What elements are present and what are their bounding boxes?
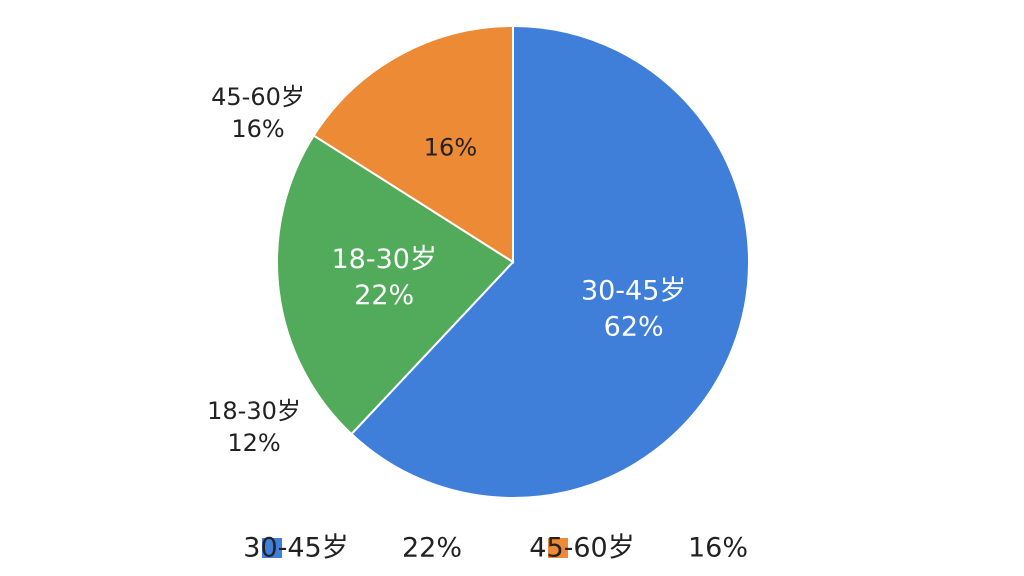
legend-text: 16% xyxy=(688,533,748,564)
annotation-name: 45-60岁 xyxy=(211,83,305,111)
pie-slice xyxy=(350,24,750,499)
legend-name: 45-60岁 xyxy=(529,533,634,564)
slice-value-label: 16% xyxy=(424,133,477,161)
pie-slice xyxy=(312,24,514,264)
slice-value-label: 62% xyxy=(604,311,664,342)
annotation-text: 16% xyxy=(231,115,284,143)
slice-name: 30-45岁 xyxy=(581,275,686,306)
slice-value-label: 22% xyxy=(354,280,414,311)
annotation-name: 18-30岁 xyxy=(207,397,301,425)
annotation-text: 12% xyxy=(227,429,280,457)
legend-name: 30-45岁 xyxy=(243,533,348,564)
legend-text: 22% xyxy=(402,533,462,564)
legend-swatch xyxy=(262,538,282,558)
slice-name: 18-30岁 xyxy=(331,244,436,275)
pie-slice xyxy=(276,134,515,436)
legend-swatch xyxy=(548,538,568,558)
